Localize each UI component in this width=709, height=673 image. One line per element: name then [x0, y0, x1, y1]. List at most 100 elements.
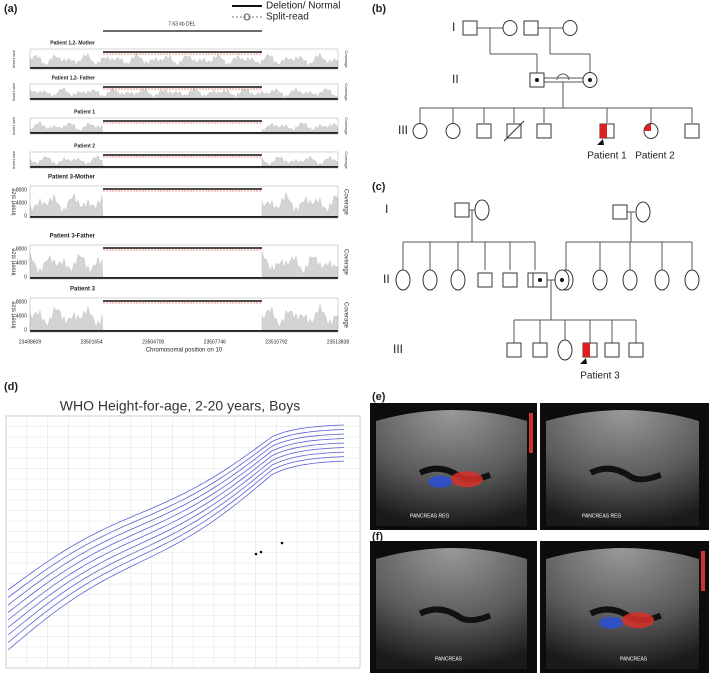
carrier-dot	[538, 278, 542, 282]
female	[557, 339, 573, 361]
track-frame	[29, 297, 339, 333]
carrier-dot	[535, 78, 539, 82]
color-scale	[701, 551, 705, 591]
axis-label: Insert size	[11, 49, 16, 68]
female	[474, 199, 490, 221]
y-tick-label: 8000	[16, 246, 27, 252]
male	[604, 342, 620, 358]
axis-label: Insert size	[11, 82, 16, 101]
percentile-curve	[7, 460, 345, 651]
doppler-blue	[428, 475, 453, 488]
generation-label: III	[398, 123, 408, 137]
x-tick-label: 23498609	[19, 339, 41, 345]
proband-label: Patient 3	[580, 371, 620, 382]
track-title: Patient 3-Father	[50, 234, 96, 240]
x-tick-label: 23513838	[327, 339, 349, 345]
female	[684, 269, 700, 291]
track-title: Patient 2	[74, 143, 95, 149]
x-axis-label: Chromosomal position on 10	[146, 348, 223, 354]
affected	[644, 124, 651, 131]
consanguinity-loop	[556, 73, 570, 81]
axis-label: Insert size	[11, 150, 16, 169]
coverage	[261, 304, 339, 333]
y-tick-label: 4000	[16, 260, 27, 266]
percentile-curve	[7, 438, 345, 613]
track-frame	[29, 244, 339, 280]
female	[422, 269, 438, 291]
coverage	[29, 252, 104, 280]
percentile-curve	[7, 442, 345, 621]
axis-label: Insert size	[12, 301, 18, 329]
color-scale	[529, 413, 533, 453]
track-title: Patient 1,2- Father	[52, 75, 95, 81]
legend-entry: Split-read	[266, 12, 309, 23]
y-tick-label: 0	[24, 327, 27, 333]
x-tick-label: 23504700	[142, 339, 164, 345]
measurement	[254, 552, 258, 556]
axis-label: Coverage	[344, 151, 349, 169]
axis-label: Insert size	[12, 248, 18, 276]
x-tick-label: 23507746	[204, 339, 226, 345]
male	[462, 20, 478, 36]
female	[562, 20, 578, 36]
affected	[600, 124, 607, 138]
generation-label: II	[452, 72, 459, 86]
generation-label: I	[385, 202, 388, 216]
coverage	[29, 121, 104, 135]
vessel	[418, 606, 492, 624]
panel-label: (e)	[372, 391, 386, 403]
coverage	[261, 251, 339, 280]
proband-arrow	[580, 358, 587, 364]
track-frame	[29, 48, 339, 70]
male	[523, 20, 539, 36]
percentile-curve	[7, 447, 345, 628]
proband-label: Patient 2	[635, 151, 675, 162]
female	[445, 123, 461, 139]
coverage	[261, 122, 339, 135]
female	[654, 269, 670, 291]
insert-size-track	[30, 330, 338, 332]
ultrasound-fan	[376, 548, 527, 669]
coverage	[29, 306, 104, 333]
image-caption: PANCREAS	[435, 656, 463, 662]
image-caption: PANCREAS REG	[410, 513, 449, 519]
ultrasound-fan	[546, 410, 699, 526]
generation-label: I	[452, 20, 455, 34]
coverage	[261, 155, 339, 169]
y-tick-label: 4000	[16, 313, 27, 319]
axis-label: Coverage	[342, 249, 348, 276]
doppler-red	[622, 612, 655, 629]
percentile-curve	[7, 429, 345, 598]
y-tick-label: 0	[24, 274, 27, 280]
generation-label: III	[393, 342, 403, 356]
axis-label: Coverage	[344, 117, 349, 135]
axis-label: Coverage	[344, 50, 349, 68]
image-caption: PANCREAS REG	[582, 513, 621, 519]
insert-size-track	[30, 216, 338, 218]
x-tick-label: 23510792	[265, 339, 287, 345]
male	[502, 272, 518, 288]
legend-entry: Deletion/ Normal	[266, 1, 340, 12]
insert-size-track	[30, 132, 338, 134]
track-frame	[29, 83, 339, 101]
percentile-curve	[7, 424, 345, 591]
affected	[583, 343, 590, 357]
female	[635, 201, 651, 223]
percentile-curve	[7, 456, 345, 643]
ultrasound-fan	[546, 548, 699, 669]
axis-label: Coverage	[342, 189, 348, 216]
deceased	[503, 120, 525, 142]
track-title: Patient 1,2- Mother	[50, 40, 95, 46]
coverage	[29, 192, 104, 219]
axis-label: Insert size	[11, 116, 16, 135]
track-title: Patient 1	[74, 109, 95, 115]
male	[684, 123, 700, 139]
proband-label: Patient 1	[587, 151, 627, 162]
coverage	[29, 86, 339, 101]
track-title: Patient 3-Mother	[48, 175, 96, 181]
vessel	[589, 465, 662, 483]
male	[476, 123, 492, 139]
male	[612, 204, 628, 220]
coverage	[29, 52, 339, 70]
